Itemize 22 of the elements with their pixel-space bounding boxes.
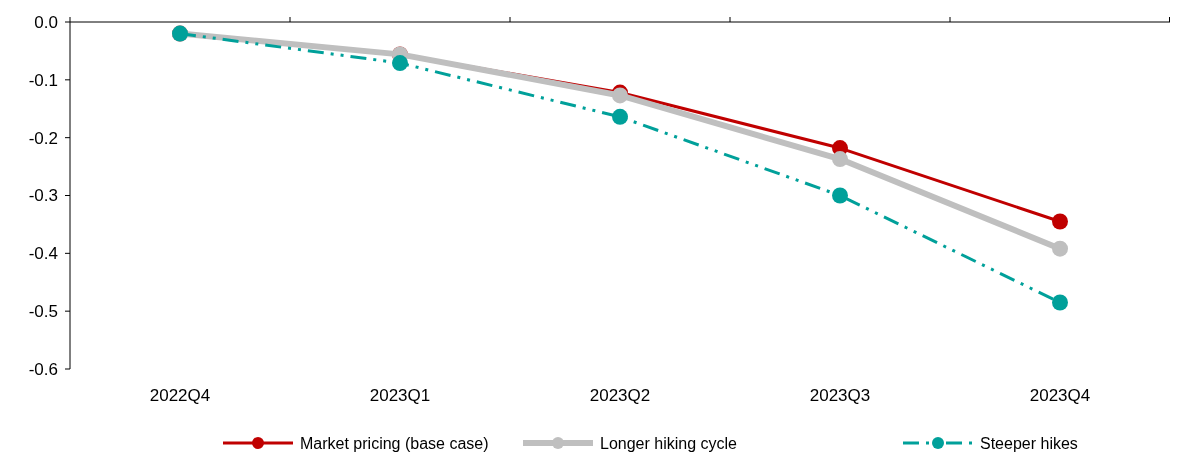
- x-tick-label: 2023Q3: [809, 386, 871, 405]
- point: [832, 151, 848, 168]
- point: [1052, 213, 1068, 230]
- point: [832, 187, 848, 204]
- legend-label: Longer hiking cycle: [600, 434, 738, 452]
- point: [392, 55, 408, 72]
- y-tick-label: -0.2: [28, 128, 58, 148]
- y-tick-label: 0.0: [34, 12, 58, 32]
- x-tick-label: 2023Q1: [369, 386, 431, 405]
- y-tick-label: -0.3: [28, 186, 58, 206]
- point: [612, 108, 628, 125]
- x-tick-label: 2023Q4: [1029, 386, 1091, 405]
- y-tick-label: -0.1: [28, 70, 58, 90]
- y-tick-label: -0.4: [28, 244, 58, 264]
- y-tick-label: -0.6: [28, 359, 58, 379]
- y-tick-label: -0.5: [28, 302, 58, 322]
- x-tick-label: 2023Q2: [589, 386, 651, 405]
- legend-label: Market pricing (base case): [300, 434, 489, 452]
- legend-label: Steeper hikes: [980, 434, 1078, 452]
- x-tick-label: 2022Q4: [149, 386, 211, 405]
- point: [1052, 240, 1068, 257]
- point: [1052, 294, 1068, 311]
